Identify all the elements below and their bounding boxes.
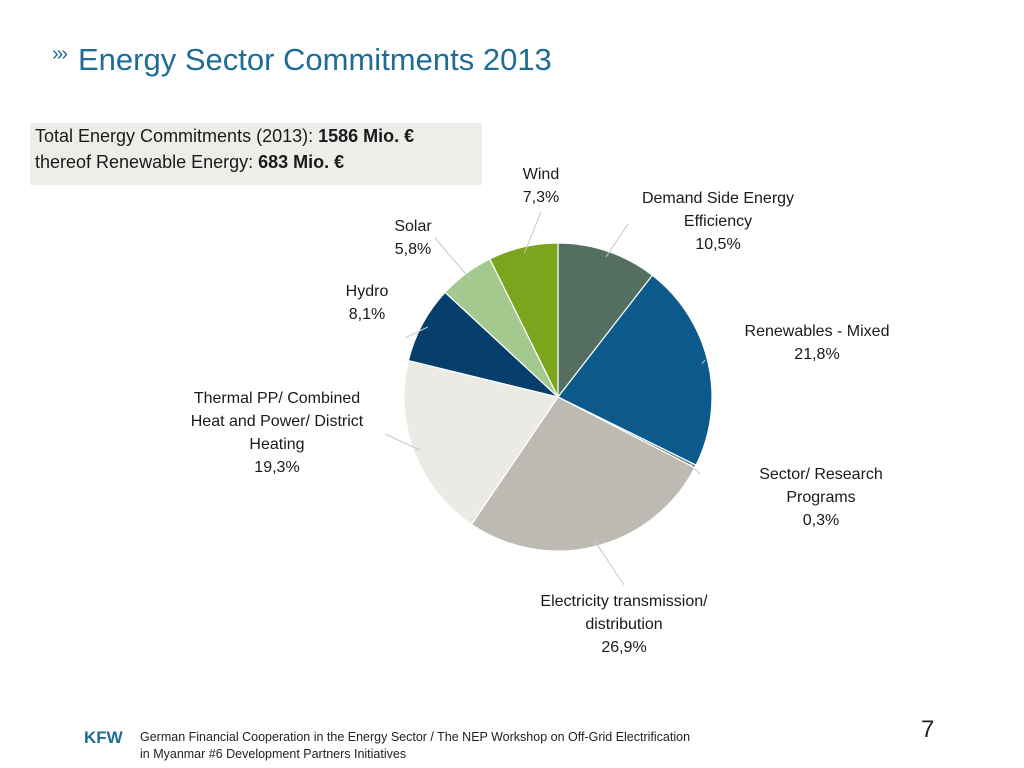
slice-percent: 8,1% bbox=[348, 306, 386, 323]
slice-percent: 7,3% bbox=[522, 189, 560, 206]
slice-name: Hydro bbox=[345, 283, 389, 300]
total-commitments-line: Total Energy Commitments (2013): 1586 Mi… bbox=[35, 126, 414, 147]
leader-line bbox=[701, 359, 706, 365]
renewable-commitments-value: 683 Mio. € bbox=[258, 152, 345, 172]
slice-percent: 5,8% bbox=[394, 241, 432, 258]
slice-name: Wind bbox=[522, 166, 560, 183]
slice-name: Programs bbox=[786, 489, 856, 506]
slice-percent: 10,5% bbox=[695, 236, 741, 253]
slice-name: Thermal PP/ Combined bbox=[193, 390, 361, 407]
footer-line-2: in Myanmar #6 Development Partners Initi… bbox=[140, 747, 407, 761]
slice-percent: 21,8% bbox=[794, 346, 840, 363]
slice-name: Solar bbox=[394, 218, 432, 235]
slice-label: Hydro 8,1% bbox=[346, 280, 389, 326]
slice-label: Wind 7,3% bbox=[523, 163, 559, 209]
total-commitments-value: 1586 Mio. € bbox=[318, 126, 415, 146]
title-row: ››› Energy Sector Commitments 2013 bbox=[52, 42, 552, 78]
pie-slice bbox=[557, 242, 654, 399]
leader-line bbox=[689, 463, 701, 475]
leader-line bbox=[593, 540, 625, 586]
slice-label: Electricity transmission/distribution 26,… bbox=[540, 590, 707, 659]
slice-label: Renewables - Mixed 21,8% bbox=[745, 320, 890, 366]
renewable-commitments-line: thereof Renewable Energy: 683 Mio. € bbox=[35, 152, 344, 173]
slice-label: Solar 5,8% bbox=[394, 215, 431, 261]
summary-box: Total Energy Commitments (2013): 1586 Mi… bbox=[30, 123, 482, 185]
kfw-logo: KFW bbox=[84, 728, 123, 747]
slice-label: Sector/ Research Programs 0,3% bbox=[759, 463, 883, 532]
footer-text: German Financial Cooperation in the Ener… bbox=[140, 729, 690, 763]
slice-name: Demand Side Energy bbox=[641, 190, 795, 207]
renewable-commitments-label: thereof Renewable Energy: bbox=[35, 152, 259, 172]
title-chevron-icon: ››› bbox=[52, 43, 68, 65]
slice-label: Demand Side Energy Efficiency 10,5% bbox=[642, 187, 794, 256]
pie-slice bbox=[557, 274, 713, 466]
slice-name: Electricity transmission/ bbox=[540, 593, 708, 610]
leader-line bbox=[434, 237, 470, 279]
leader-line bbox=[384, 433, 421, 451]
total-commitments-label: Total Energy Commitments (2013): bbox=[35, 126, 319, 146]
slice-percent: 26,9% bbox=[601, 639, 647, 656]
footer-line-1: German Financial Cooperation in the Ener… bbox=[140, 730, 691, 744]
leader-line bbox=[523, 211, 542, 254]
page-number: 7 bbox=[921, 716, 935, 743]
slide-title: Energy Sector Commitments 2013 bbox=[77, 42, 552, 77]
leader-line bbox=[404, 326, 428, 339]
slice-name: Renewables - Mixed bbox=[744, 323, 890, 340]
slice-percent: 19,3% bbox=[254, 459, 300, 476]
slice-name: Sector/ Research bbox=[759, 466, 883, 483]
slice-name: Heat and Power/ District bbox=[190, 413, 364, 430]
slice-percent: 0,3% bbox=[802, 512, 840, 529]
slice-name: Efficiency bbox=[683, 213, 753, 230]
slice-label: Thermal PP/ Combined Heat and Power/ Dist… bbox=[191, 387, 364, 479]
leader-line bbox=[605, 223, 629, 258]
slice-name: distribution bbox=[585, 616, 663, 633]
pie-slice bbox=[403, 359, 559, 526]
pie-slice bbox=[470, 396, 696, 552]
slice-name: Heating bbox=[249, 436, 305, 453]
pie-slice bbox=[489, 242, 559, 398]
